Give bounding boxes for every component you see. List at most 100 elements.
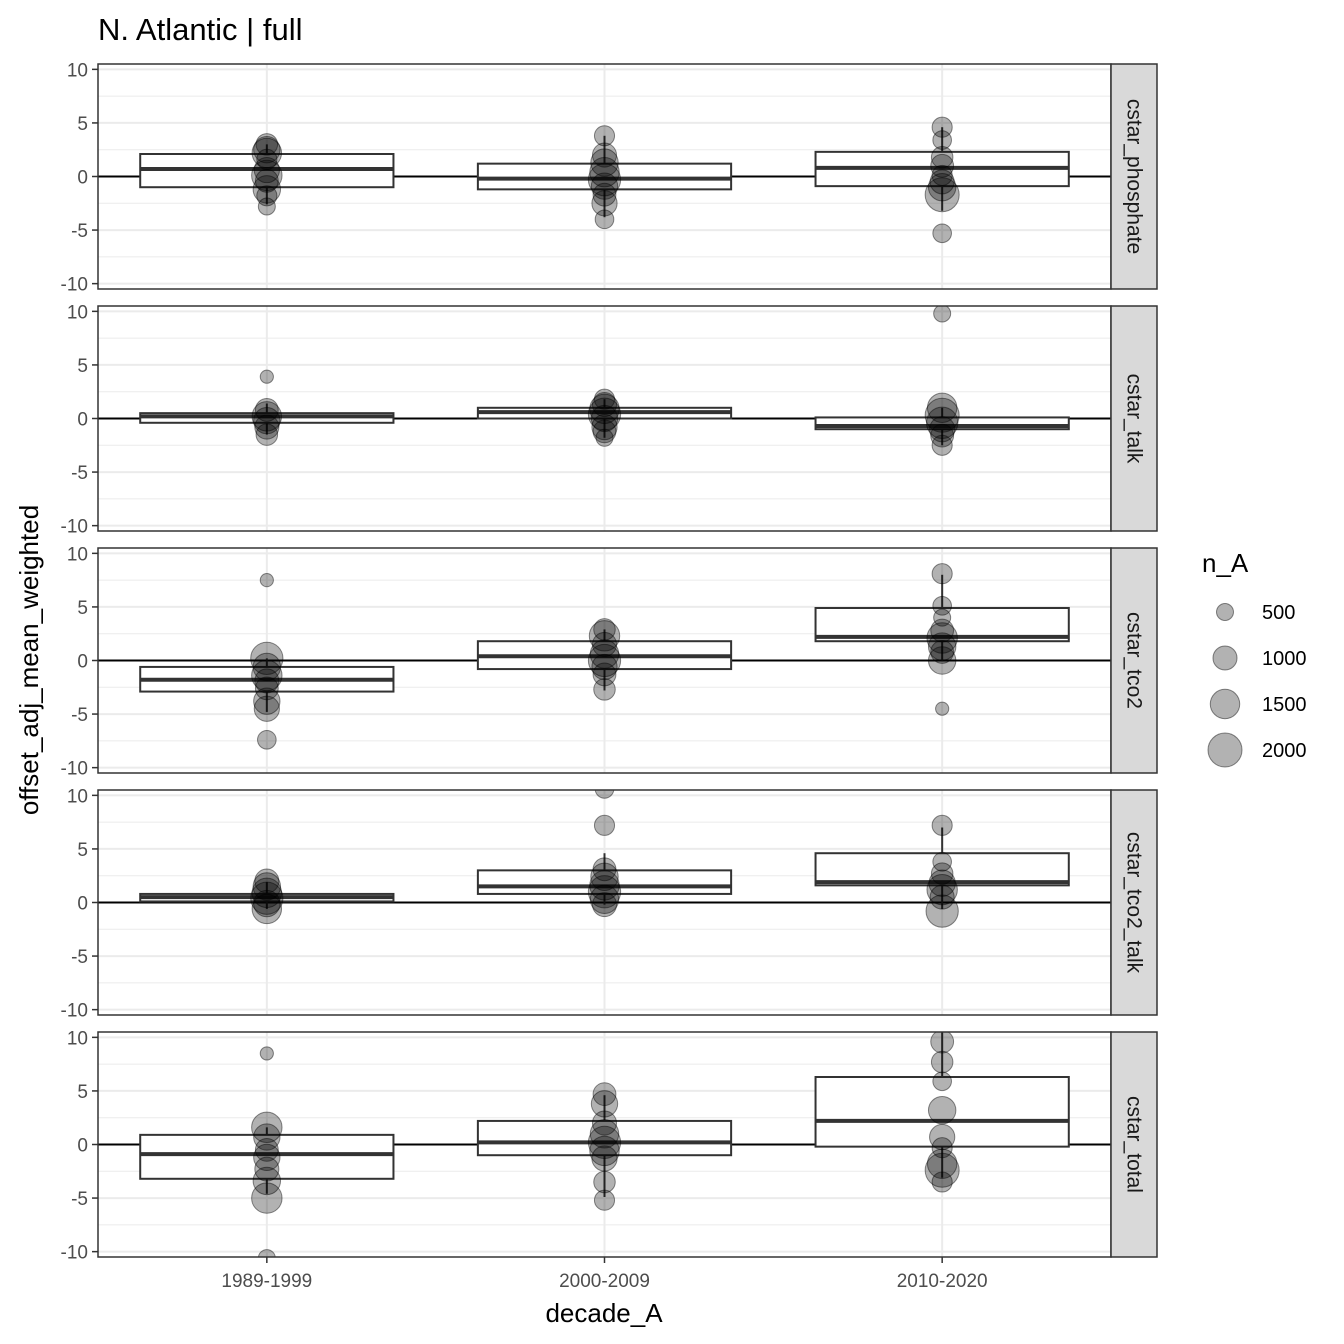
data-point [257,197,276,216]
data-point [927,173,957,202]
box [139,658,395,712]
data-point [250,641,284,675]
panel-content [98,116,1111,244]
data-point [592,1082,617,1107]
data-point [251,893,283,925]
data-point [592,662,617,687]
data-point [253,695,280,722]
data-point [257,729,277,750]
data-point [587,875,622,909]
data-point [927,632,957,661]
data-point [253,1143,281,1172]
data-point [926,1148,958,1180]
data-point [924,1152,960,1188]
y-tick-label: 5 [77,114,88,135]
data-point [250,881,284,915]
y-axis-title: offset_adj_mean_weighted [14,505,44,815]
data-point [924,177,960,213]
data-point [587,1125,622,1159]
data-point [593,678,616,701]
data-point [929,1123,956,1151]
data-point [591,892,618,918]
data-point [251,877,283,909]
data-point [589,156,620,188]
data-point [591,142,618,168]
data-point [253,136,281,164]
data-point [593,1189,616,1211]
facet-strip [1110,305,1158,532]
facet-panel: -10 -5 0 5 10 cstar_tco2_talk [61,786,1158,1022]
data-point [594,209,615,230]
y-tick-label: 0 [77,168,88,189]
box [476,135,733,218]
y-tick-label: 10 [67,302,88,323]
data-point [251,1111,283,1144]
data-point [252,872,282,901]
y-tick-label: -5 [71,463,88,484]
legend-key [1216,603,1234,621]
data-point [595,428,614,447]
facet-strip [1110,1031,1158,1258]
data-point [932,851,952,872]
data-point [927,1096,957,1125]
y-tick-label: -10 [61,517,88,538]
data-point [926,392,958,424]
data-point [253,156,280,184]
data-point [589,393,620,425]
box-body [814,852,1070,887]
box-body [814,416,1070,431]
box [139,144,395,205]
y-tick-label: 5 [77,356,88,377]
data-point [591,653,618,681]
data-point [589,884,620,915]
data-point [592,182,617,207]
data-point [253,1123,281,1151]
data-point [930,618,955,643]
box [476,399,733,438]
y-tick-label: -10 [61,1001,88,1022]
data-point [593,388,616,410]
data-point [933,608,952,627]
chart-title: N. Atlantic | full [98,12,302,47]
data-point [930,862,954,885]
data-point [932,1071,952,1092]
y-tick-label: 10 [67,1028,88,1049]
y-tick-label: 0 [77,652,88,673]
legend-key [1209,688,1241,720]
box [814,1032,1070,1178]
data-point [930,640,955,664]
data-point [590,148,619,177]
data-point [252,175,282,204]
data-point [254,668,280,694]
y-tick-label: 0 [77,410,88,431]
data-point [933,306,952,323]
data-point [254,414,280,440]
y-tick-label: 5 [77,598,88,619]
facet-panel: -10 -5 0 5 10 cstar_tco2 [61,544,1158,780]
data-point [255,423,279,446]
panel-content [98,790,1111,928]
data-point [254,1156,280,1182]
data-point [927,646,957,675]
data-point [251,659,283,692]
legend-label: 2000 [1262,740,1307,762]
y-tick-label: -5 [71,1189,88,1210]
y-tick-label: 0 [77,1136,88,1157]
facet-strip-label: cstar_phosphate [1123,99,1146,254]
data-point [592,857,617,882]
data-point [587,163,622,197]
data-point [591,190,618,217]
data-point [259,1046,274,1061]
data-point [589,870,620,901]
data-point [256,148,278,170]
data-point [932,223,952,244]
facet-strip [1110,63,1158,290]
x-axis-ticks: 1989-1999 2000-2009 2010-2020 [221,1257,988,1292]
box-body [814,1076,1070,1148]
facet-strip-label: cstar_tco2_talk [1123,832,1146,974]
facet-strip-label: cstar_talk [1123,374,1146,464]
data-point [590,862,619,891]
data-point [252,1166,282,1196]
data-point [924,397,960,433]
